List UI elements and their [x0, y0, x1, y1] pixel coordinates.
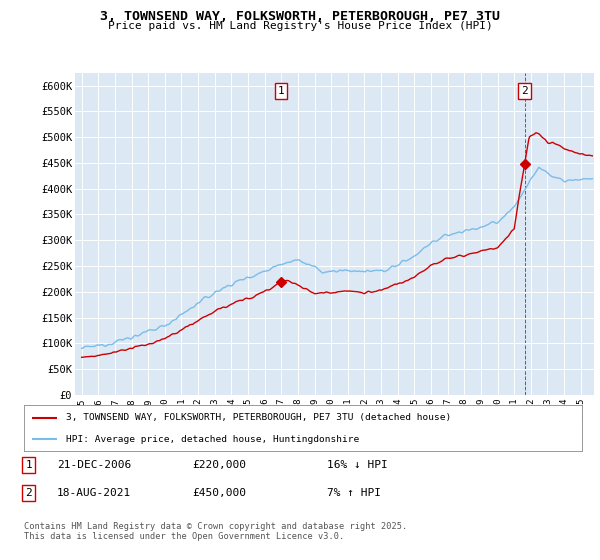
Text: 1: 1	[25, 460, 32, 470]
Text: 2: 2	[25, 488, 32, 498]
Text: Contains HM Land Registry data © Crown copyright and database right 2025.
This d: Contains HM Land Registry data © Crown c…	[24, 522, 407, 542]
Text: Price paid vs. HM Land Registry's House Price Index (HPI): Price paid vs. HM Land Registry's House …	[107, 21, 493, 31]
Text: 18-AUG-2021: 18-AUG-2021	[57, 488, 131, 498]
Text: 3, TOWNSEND WAY, FOLKSWORTH, PETERBOROUGH, PE7 3TU (detached house): 3, TOWNSEND WAY, FOLKSWORTH, PETERBOROUG…	[66, 413, 451, 422]
Text: £450,000: £450,000	[192, 488, 246, 498]
Text: 1: 1	[277, 86, 284, 96]
Text: 3, TOWNSEND WAY, FOLKSWORTH, PETERBOROUGH, PE7 3TU: 3, TOWNSEND WAY, FOLKSWORTH, PETERBOROUG…	[100, 10, 500, 23]
Text: 21-DEC-2006: 21-DEC-2006	[57, 460, 131, 470]
Text: HPI: Average price, detached house, Huntingdonshire: HPI: Average price, detached house, Hunt…	[66, 435, 359, 444]
Text: 2: 2	[521, 86, 528, 96]
Text: 16% ↓ HPI: 16% ↓ HPI	[327, 460, 388, 470]
Text: 7% ↑ HPI: 7% ↑ HPI	[327, 488, 381, 498]
Text: £220,000: £220,000	[192, 460, 246, 470]
